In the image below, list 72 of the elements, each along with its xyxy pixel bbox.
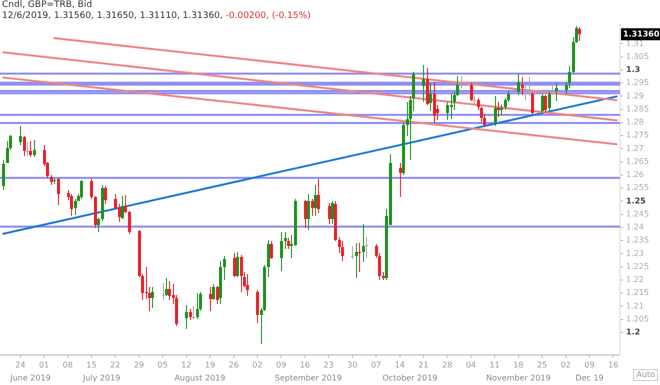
y-tick-label: 1.27 [626,144,644,153]
x2-tick-label: August 2019 [174,373,226,382]
x-tick-label: 16 [300,360,310,370]
candlestick [460,76,463,88]
y-tick-label: 1.265 [626,156,649,166]
y-tick-label: 1.28 [626,118,644,127]
x2-tick-label: October 2019 [382,373,438,382]
x-tick-label: 02 [560,360,571,370]
candlestick [358,243,361,272]
x-tick-label: 19 [204,360,216,370]
x2-tick-label: September 2019 [274,373,342,382]
y-tick-label: 1.295 [626,78,649,88]
text: 1.31360 [623,29,660,38]
candlestick [365,237,368,258]
x-tick-label: 12 [181,360,192,370]
x-tick-label: 26 [228,360,239,370]
y-tick-label: 1.205 [626,314,649,324]
x-tick-label: 23 [324,360,334,370]
x2-tick-label: June 2019 [9,373,51,382]
y-tick-label: 1.25 [626,196,646,206]
x2-tick-label: July 2019 [82,373,120,382]
y-tick-label: 1.255 [626,183,649,192]
x-tick-label: 14 [394,360,405,370]
candlestick [351,246,354,259]
y-tick-label: 1.305 [626,52,649,61]
y-tick-label: 1.235 [626,236,649,245]
y-tick-label: 1.22 [626,275,644,284]
x-tick-label: 29 [134,360,144,370]
y-tick-label: 1.29 [626,91,644,100]
x2-tick-label: November 2019 [486,373,551,382]
y-tick-label: 1.3 [626,65,640,74]
x-tick-label: 21 [418,360,429,370]
x-tick-label: 09 [584,360,595,370]
x2-tick-label: Dec 19 [575,373,604,382]
x-tick-label: 30 [347,360,358,370]
candlestick [450,94,453,119]
y-tick-label: 1.21 [626,301,644,310]
y-tick-label: 1.225 [626,262,649,271]
x-tick-label: 22 [110,360,120,370]
x-tick-label: 08 [62,360,73,370]
x-tick-label: 01 [38,360,50,370]
y-tick-label: 1.275 [626,130,649,140]
y-tick-label: 1.215 [626,288,649,298]
x-tick-label: 28 [442,360,452,370]
candlestick [551,83,554,95]
chart-subtitle: 12/6/2019, 1.31560, 1.31650, 1.31110, 1.31360, [2,11,223,21]
x-tick-label: 18 [513,360,524,370]
x-tick-label: 11 [490,360,500,370]
x-tick-label: 25 [536,360,548,370]
x-tick-label: 15 [86,360,97,370]
y-tick-label: 1.245 [626,209,649,218]
y-tick-label: 1.2 [626,328,640,337]
y-tick-label: 1.23 [626,248,644,258]
candlestick [528,77,531,96]
chart-title: Cndl, GBP=TRB, Bid [2,0,92,10]
x-tick-label: 05 [158,360,168,370]
y-tick-label: 1.26 [626,170,644,180]
candlestick [26,142,29,156]
y-tick-label: 1.31 [626,38,644,48]
y-tick-label: 1.24 [626,222,644,232]
x-tick-label: 04 [466,360,476,370]
x-tick-label: 09 [276,360,286,370]
auto-button: Auto [633,369,658,381]
x-tick-label: 07 [370,360,382,370]
candlestick [162,283,165,300]
text: -0.00200, (-0.15%) [226,11,311,21]
x-tick-label: 24 [15,360,26,370]
candlestick [192,306,195,319]
y-tick-label: 1.285 [626,104,649,114]
candlestick [524,85,527,100]
x-tick-label: 16 [608,360,618,370]
x-tick-label: 02 [252,360,263,370]
